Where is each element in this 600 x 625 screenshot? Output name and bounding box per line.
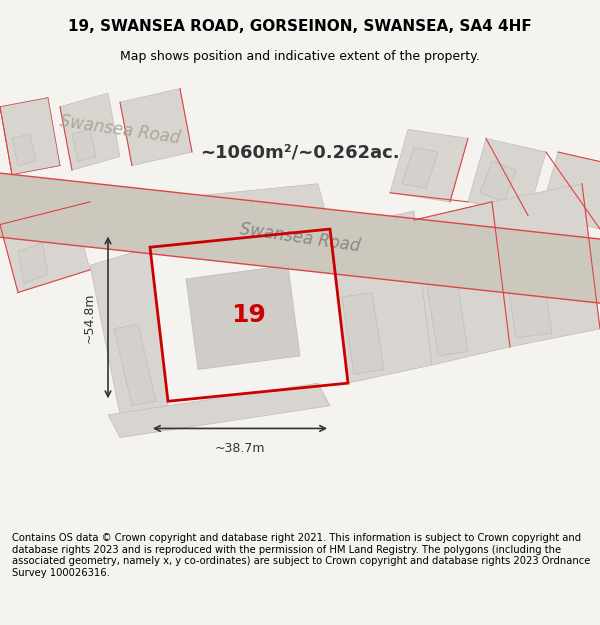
Polygon shape xyxy=(120,89,192,166)
Text: Swansea Road: Swansea Road xyxy=(239,221,361,256)
Polygon shape xyxy=(12,134,36,166)
Polygon shape xyxy=(186,265,300,369)
Text: ~1060m²/~0.262ac.: ~1060m²/~0.262ac. xyxy=(200,143,400,161)
Text: 19, SWANSEA ROAD, GORSEINON, SWANSEA, SA4 4HF: 19, SWANSEA ROAD, GORSEINON, SWANSEA, SA… xyxy=(68,19,532,34)
Polygon shape xyxy=(468,138,546,216)
Polygon shape xyxy=(426,274,468,356)
Polygon shape xyxy=(414,202,510,365)
Polygon shape xyxy=(0,171,600,306)
Polygon shape xyxy=(0,202,90,292)
Polygon shape xyxy=(138,184,330,247)
Polygon shape xyxy=(492,184,600,347)
Polygon shape xyxy=(60,93,120,170)
Polygon shape xyxy=(108,383,330,438)
Text: Swansea Road: Swansea Road xyxy=(59,112,181,147)
Polygon shape xyxy=(342,292,384,374)
Polygon shape xyxy=(114,324,156,406)
Polygon shape xyxy=(90,247,168,415)
Text: ~54.8m: ~54.8m xyxy=(83,292,96,342)
Polygon shape xyxy=(540,152,600,229)
Text: Contains OS data © Crown copyright and database right 2021. This information is : Contains OS data © Crown copyright and d… xyxy=(12,533,590,578)
Polygon shape xyxy=(72,129,96,161)
Polygon shape xyxy=(390,129,468,202)
Polygon shape xyxy=(330,211,432,383)
Polygon shape xyxy=(18,242,48,284)
Polygon shape xyxy=(402,148,438,188)
Polygon shape xyxy=(0,98,60,174)
Text: ~38.7m: ~38.7m xyxy=(215,442,265,455)
Polygon shape xyxy=(480,161,516,202)
Text: 19: 19 xyxy=(232,303,266,327)
Polygon shape xyxy=(504,256,552,338)
Text: Map shows position and indicative extent of the property.: Map shows position and indicative extent… xyxy=(120,50,480,62)
